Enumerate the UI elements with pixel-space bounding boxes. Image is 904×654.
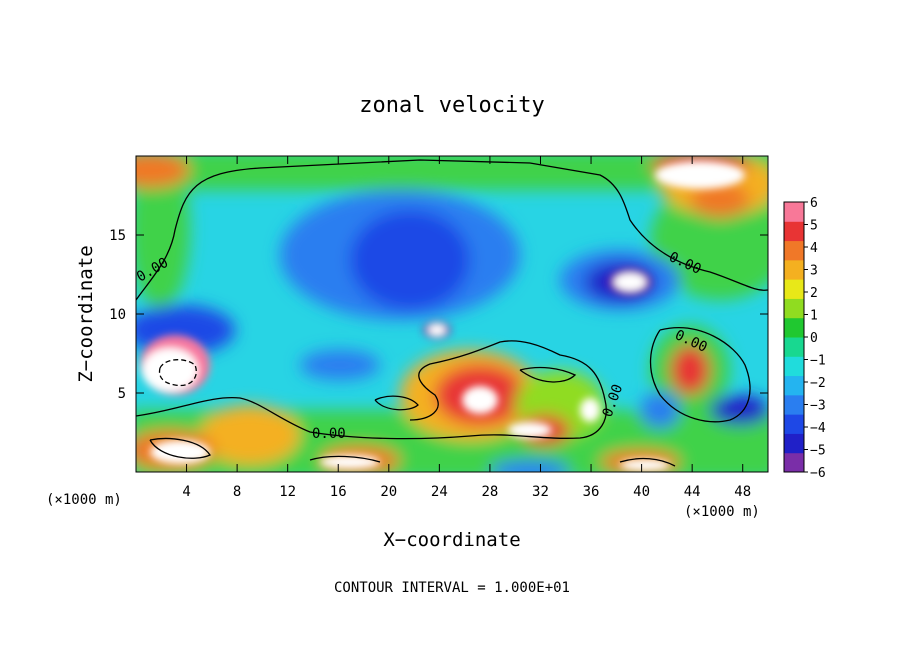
colorbar-swatch	[784, 433, 804, 454]
heatmap-field: 0.00 0.00 0.00 0.00 0.00	[136, 156, 768, 472]
colorbar-tick-label: −3	[810, 399, 826, 414]
x-tick-label: 12	[279, 484, 296, 500]
y-tick-label: 5	[118, 386, 126, 402]
x-tick-label: 36	[583, 484, 600, 500]
colorbar-tick-label: −4	[810, 421, 826, 436]
x-tick-label: 8	[233, 484, 241, 500]
chart-title: zonal velocity	[359, 93, 544, 118]
x-tick-label: 28	[481, 484, 498, 500]
x-axis-unit-left: (×1000 m)	[46, 492, 122, 508]
colorbar-swatch	[784, 452, 804, 473]
colorbar-tick-label: 6	[810, 196, 818, 211]
x-tick-label: 4	[182, 484, 190, 500]
contour-lines	[136, 159, 768, 467]
colorbar-swatch	[784, 298, 804, 319]
colorbar: 6 5 4 3 2 1 0 −1 −2 −3 −4 −5 −6	[783, 196, 826, 481]
colorbar-tick-label: −2	[810, 376, 826, 391]
colorbar-swatch	[784, 356, 804, 377]
colorbar-tick-label: 4	[810, 241, 818, 256]
x-tick-label: 40	[633, 484, 650, 500]
x-tick-label: 44	[684, 484, 701, 500]
colorbar-tick-label: 1	[810, 309, 818, 324]
colorbar-swatch	[784, 240, 804, 261]
colorbar-tick-label: −1	[810, 354, 826, 369]
colorbar-swatch	[784, 279, 804, 299]
colorbar-swatch	[784, 202, 804, 222]
contour-label: 0.00	[312, 426, 346, 442]
colorbar-swatch	[784, 317, 804, 338]
x-tick-label: 20	[380, 484, 397, 500]
x-tick-label: 24	[431, 484, 448, 500]
x-tick-label: 16	[330, 484, 347, 500]
colorbar-tick-label: 5	[810, 219, 818, 234]
x-axis: 4 8 12 16 20 24 28 32 36 40 44 48	[182, 156, 751, 500]
y-axis-label: Z−coordinate	[75, 245, 97, 382]
y-tick-label: 15	[109, 228, 126, 244]
colorbar-tick-label: 3	[810, 264, 818, 279]
colorbar-tick-label: −5	[810, 444, 826, 459]
y-axis: 5 10 15	[109, 228, 768, 402]
colorbar-swatch	[784, 337, 804, 357]
y-tick-label: 10	[109, 307, 126, 323]
x-tick-label: 48	[734, 484, 751, 500]
colorbar-swatch	[784, 375, 804, 396]
colorbar-tick-label: 2	[810, 286, 818, 301]
x-axis-label: X−coordinate	[383, 529, 520, 551]
x-tick-label: 32	[532, 484, 549, 500]
colorbar-swatch	[784, 394, 804, 415]
contour-interval-note: CONTOUR INTERVAL = 1.000E+01	[334, 580, 570, 596]
colorbar-swatch	[784, 259, 804, 280]
colorbar-tick-label: −6	[810, 466, 826, 481]
colorbar-tick-label: 0	[810, 331, 818, 346]
x-axis-unit-right: (×1000 m)	[684, 504, 760, 520]
colorbar-swatch	[784, 414, 804, 434]
colorbar-swatch	[784, 221, 804, 242]
